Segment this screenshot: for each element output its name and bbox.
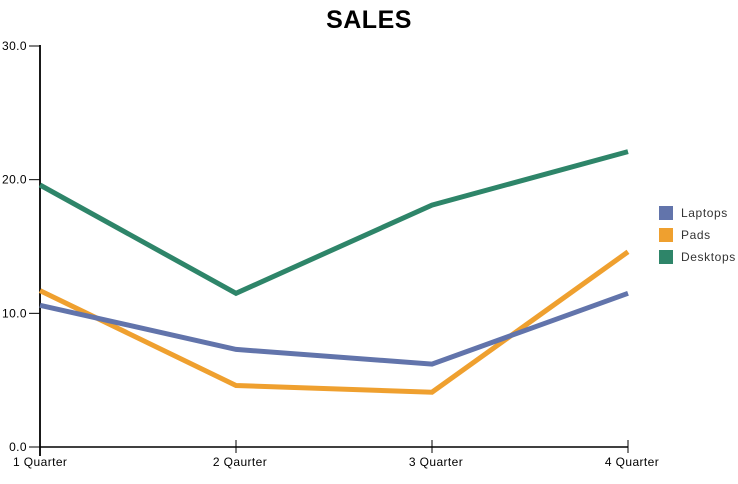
x-axis-tick-label: 3 Quarter	[409, 455, 463, 469]
legend-swatch-icon	[659, 228, 673, 242]
y-axis-tick-label: 20.0	[2, 173, 27, 187]
legend-swatch-icon	[659, 250, 673, 264]
y-axis-tick-label: 10.0	[2, 306, 27, 320]
y-axis-tick-label: 30.0	[2, 39, 27, 53]
x-axis-tick-label: 1 Quarter	[13, 455, 67, 469]
legend-label: Laptops	[681, 206, 728, 220]
legend: Laptops Pads Desktops	[659, 202, 736, 268]
series-line-desktops	[38, 149, 629, 297]
x-axis-tick-label: 4 Quarter	[605, 455, 659, 469]
legend-item-laptops: Laptops	[659, 202, 736, 224]
legend-label: Desktops	[681, 250, 736, 264]
series-line-laptops	[39, 290, 629, 367]
y-axis-tick-label: 0.0	[9, 440, 27, 454]
chart-title: SALES	[326, 6, 412, 34]
legend-swatch-icon	[659, 206, 673, 220]
legend-item-pads: Pads	[659, 224, 736, 246]
legend-label: Pads	[681, 228, 711, 242]
x-axis-tick-label: 2 Qaurter	[213, 455, 267, 469]
series-line-pads	[38, 249, 630, 395]
legend-item-desktops: Desktops	[659, 246, 736, 268]
